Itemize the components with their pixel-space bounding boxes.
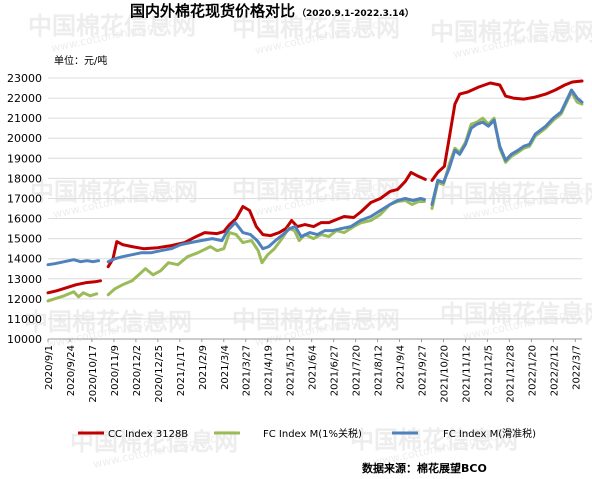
x-tick-label: 2021/4/19 (264, 345, 275, 396)
x-tick-label: 2021/9/4 (396, 345, 407, 390)
x-tick-label: 2021/3/27 (242, 345, 253, 396)
legend-item: FC Index M(1%关税) (214, 427, 362, 440)
chart-title: 国内外棉花现货价格对比 （2020.9.1-2022.3.14） (130, 2, 414, 20)
series-line (46, 79, 584, 295)
y-tick-label: 13000 (7, 273, 42, 286)
y-tick-label: 19000 (7, 152, 42, 165)
x-tick-label: 2021/2/9 (198, 345, 209, 390)
chart-subtitle: （2020.9.1-2022.3.14） (297, 8, 414, 19)
svg-text:中国棉花信息网: 中国棉花信息网 (232, 14, 400, 42)
x-tick-label: 2020/11/9 (110, 345, 121, 396)
series-lines (46, 79, 584, 303)
x-tick-label: 2021/12/5 (483, 345, 494, 396)
y-tick-label: 23000 (7, 72, 42, 85)
x-tick-label: 2021/11/12 (461, 345, 472, 403)
svg-text:中国棉花信息网: 中国棉花信息网 (430, 18, 592, 46)
x-tick-label: 2020/9/24 (66, 345, 77, 396)
y-tick-label: 15000 (7, 233, 42, 246)
y-tick-label: 11000 (7, 313, 42, 326)
x-tick-label: 2020/12/2 (132, 345, 143, 396)
svg-text:中国棉花信息网: 中国棉花信息网 (232, 306, 400, 334)
legend-label: FC Index M(1%关税) (263, 427, 362, 440)
x-tick-label: 2022/3/7 (571, 345, 582, 390)
series-segment (106, 197, 426, 264)
x-tick-label: 2021/10/20 (439, 345, 450, 403)
x-tick-labels: 2020/9/1 2020/9/24 2020/10/17 2020/11/9 2020… (44, 339, 582, 403)
svg-text:中国棉花信息网: 中国棉花信息网 (232, 176, 400, 204)
x-tick-label: 2021/9/27 (418, 345, 429, 396)
svg-text:中国棉花信息网: 中国棉花信息网 (28, 12, 196, 40)
y-tick-labels: 10000 11000 12000 13000 14000 15000 16000 17000… (7, 72, 42, 346)
x-tick-label: 2021/12/28 (505, 345, 516, 403)
y-tick-label: 10000 (7, 333, 42, 346)
svg-text:中国棉花信息网: 中国棉花信息网 (440, 300, 592, 328)
y-tick-label: 21000 (7, 112, 42, 125)
series-segment (430, 88, 584, 206)
y-tick-label: 18000 (7, 172, 42, 185)
legend-item: CC Index 3128B (78, 429, 188, 440)
x-tick-label: 2020/10/17 (88, 345, 99, 403)
x-tick-label: 2020/9/1 (44, 345, 55, 390)
source-note: 数据来源：棉花展望BCO (362, 461, 487, 475)
x-tick-label: 2022/1/20 (527, 345, 538, 396)
series-segment (46, 258, 101, 267)
legend-item: FC Index M(滑准税) (392, 427, 536, 440)
x-tick-label: 2021/6/4 (308, 345, 319, 390)
y-tick-label: 22000 (7, 92, 42, 105)
x-tick-label: 2020/12/25 (154, 345, 165, 403)
legend-label: CC Index 3128B (108, 429, 188, 440)
x-tick-label: 2021/3/4 (220, 345, 231, 390)
y-axis-label: 单位：元/吨 (54, 54, 107, 67)
svg-text:中国棉花信息网: 中国棉花信息网 (350, 426, 518, 454)
svg-text:中国棉花信息网: 中国棉花信息网 (30, 178, 198, 206)
svg-text:中国棉花信息网: 中国棉花信息网 (24, 308, 192, 336)
series-segment (46, 279, 102, 295)
svg-text:中国棉花信息网: 中国棉花信息网 (440, 180, 592, 208)
x-tick-label: 2021/8/12 (374, 345, 385, 396)
series-segment (430, 79, 584, 182)
x-tick-label: 2021/6/27 (330, 345, 341, 396)
y-tick-label: 14000 (7, 253, 42, 266)
series-segment (46, 290, 99, 303)
y-tick-label: 17000 (7, 192, 42, 205)
legend: CC Index 3128B FC Index M(1%关税) FC Index M… (78, 427, 536, 440)
series-segment (106, 170, 427, 269)
x-tick-label: 2021/7/20 (352, 345, 363, 396)
series-segment (106, 199, 426, 297)
x-tick-label: 2021/1/17 (176, 345, 187, 396)
y-tick-label: 16000 (7, 213, 42, 226)
x-tick-label: 2022/2/12 (549, 345, 560, 396)
y-tick-label: 12000 (7, 293, 42, 306)
legend-label: FC Index M(滑准税) (443, 427, 536, 440)
series-line (46, 88, 584, 267)
x-tick-label: 2021/5/12 (286, 345, 297, 396)
y-tick-label: 20000 (7, 132, 42, 145)
